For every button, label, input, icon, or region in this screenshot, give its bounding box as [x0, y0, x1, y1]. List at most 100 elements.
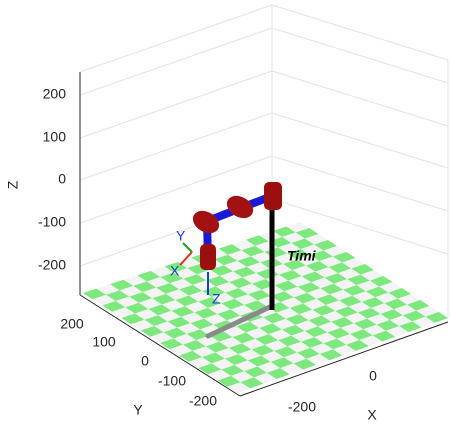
floor-tile [340, 323, 364, 334]
x-tick-label: -200 [288, 399, 316, 415]
floor-tile [367, 313, 390, 325]
floor-tile [154, 321, 178, 333]
floor-tile [397, 294, 421, 305]
floor-tile [269, 264, 293, 275]
floor-tile [190, 318, 214, 330]
x-axis-label: X [367, 407, 377, 423]
x-tick-label: 0 [369, 368, 377, 384]
floor-tile [251, 344, 275, 356]
grid-line [79, 27, 273, 96]
floor-tile [253, 372, 277, 384]
floor-tile [244, 366, 268, 378]
z-tick-label: 100 [43, 129, 67, 145]
floor-tile [150, 266, 174, 277]
floor-tile [299, 309, 322, 321]
floor-tile [238, 283, 262, 295]
floor-tile [291, 331, 315, 342]
floor-tile [280, 363, 303, 375]
floor-tile [323, 338, 347, 350]
floor-tile [230, 304, 254, 316]
floor-tile [319, 256, 343, 268]
floor-tile [385, 326, 409, 337]
joint [264, 182, 282, 210]
floor-tile [215, 282, 239, 293]
floor-tile [399, 321, 422, 333]
floor-tile [297, 347, 320, 359]
floor-tile [115, 296, 139, 308]
floor-tile [308, 315, 332, 327]
floor-tile [173, 333, 197, 345]
floor-tile [246, 262, 270, 273]
floor-tile [273, 253, 297, 264]
floor-tile [353, 318, 377, 330]
floor-tile [384, 298, 407, 310]
floor-tile [376, 319, 400, 331]
floor-tile [234, 360, 258, 372]
y-tick-label: -100 [158, 373, 186, 389]
floor-tile [234, 294, 258, 305]
grid-line [271, 198, 449, 255]
z-axis-label: Z [5, 180, 21, 189]
floor-tile [287, 248, 311, 260]
floor-tile [96, 284, 120, 295]
floor-tile [310, 343, 334, 355]
floor-tile [257, 361, 281, 373]
floor-tile [296, 255, 320, 266]
floor-tile [144, 315, 168, 326]
floor-tile [307, 288, 330, 299]
grid-line [271, 27, 449, 84]
floor-tile [202, 352, 226, 364]
floor-tile [252, 279, 275, 290]
grid-line [271, 155, 449, 212]
grid-line [79, 155, 273, 224]
shadow [205, 303, 275, 339]
floor-tile [171, 306, 195, 317]
floor-tile [206, 275, 230, 287]
z-tick-label: -100 [38, 214, 66, 230]
floor-tile [264, 340, 288, 352]
floor-tile [230, 371, 254, 383]
floor-tile [286, 222, 310, 233]
floor-tile [291, 238, 315, 249]
floor-tile [250, 251, 274, 263]
floor-tile [314, 332, 337, 344]
floor-tile [257, 295, 281, 307]
floor-tile [167, 316, 191, 328]
floor-tile [369, 276, 393, 287]
floor-tile [270, 357, 294, 369]
floor-tile [133, 281, 157, 293]
floor-tile [240, 377, 264, 389]
floor-tile [352, 291, 376, 302]
floor-tile [225, 354, 248, 365]
floor-tile [140, 325, 164, 337]
floor-tile [249, 317, 273, 328]
floor-tile [344, 312, 368, 324]
floor-tile [137, 270, 161, 282]
floor-tile [280, 297, 304, 309]
floor-tile [282, 324, 305, 336]
floor-tile [215, 347, 239, 359]
floor-tile [315, 267, 338, 278]
joint [226, 195, 254, 219]
floor-tile [241, 245, 265, 257]
floor-tile [229, 277, 253, 289]
floor-tile [324, 273, 348, 284]
floor-tile [221, 364, 245, 376]
floor-tile [221, 298, 245, 310]
floor-tile [359, 335, 383, 347]
floor-tile [198, 363, 222, 375]
grid-line [271, 112, 449, 169]
floor-tile [263, 312, 286, 324]
floor-tile [293, 358, 317, 370]
floor-tile [169, 344, 193, 356]
floor-tile [416, 306, 439, 317]
floor-tile [403, 310, 426, 322]
floor-tile [111, 307, 135, 318]
floor-tile [380, 309, 404, 320]
floor-tile [203, 314, 227, 325]
floor-tile [351, 264, 374, 275]
floor-tile [318, 321, 341, 333]
frame-x-axis [179, 251, 193, 266]
floor-tile [161, 300, 185, 311]
floor-tile [360, 270, 384, 281]
